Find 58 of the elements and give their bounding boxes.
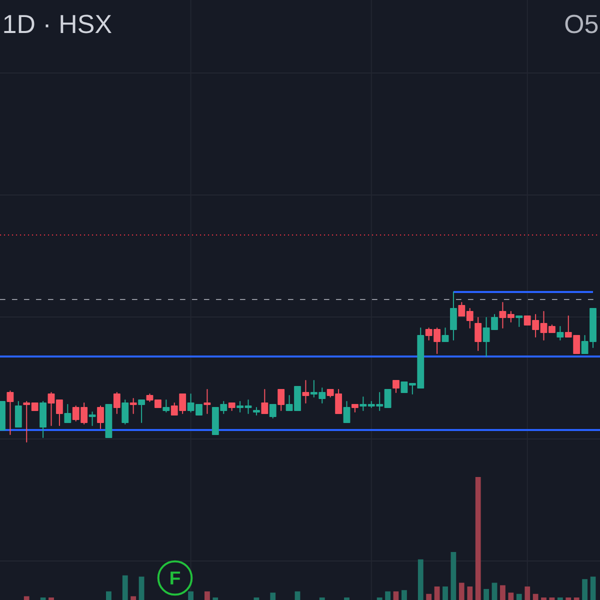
bar [270, 592, 276, 600]
bar [294, 591, 300, 600]
candlestick [88, 411, 96, 426]
annotation: F [170, 572, 180, 584]
candlestick [64, 404, 72, 423]
bar [484, 588, 490, 600]
candlestick [278, 388, 285, 411]
candlestick [269, 404, 276, 418]
candlestick [352, 404, 358, 412]
candlestick [228, 402, 236, 411]
candlestick [138, 400, 145, 423]
bar [204, 591, 210, 600]
candlestick [113, 392, 120, 414]
candlestick [302, 380, 310, 404]
candlestick [516, 315, 523, 327]
bar [188, 591, 194, 600]
bar [393, 591, 399, 600]
bar [590, 576, 596, 600]
bar [467, 586, 473, 600]
candlestick [556, 326, 564, 340]
candlestick [204, 388, 211, 414]
candlestick [122, 400, 129, 424]
bar [138, 576, 144, 600]
candlestick [442, 327, 449, 342]
bar [385, 591, 391, 600]
bar [492, 582, 498, 600]
candlestick [392, 380, 400, 393]
bar [426, 594, 432, 600]
bar [442, 586, 448, 600]
candlestick [474, 317, 482, 351]
candlestick [105, 404, 112, 438]
bar [532, 594, 538, 600]
candlestick [40, 401, 46, 438]
candlestick [450, 291, 457, 340]
bar [402, 590, 407, 600]
candlestick [130, 398, 137, 414]
bar [122, 575, 128, 600]
bar [434, 586, 440, 600]
bar [458, 582, 464, 600]
text: O5 [565, 14, 598, 34]
bar [418, 559, 424, 600]
candlestick [14, 401, 22, 428]
bar [450, 552, 456, 600]
candlestick [6, 390, 14, 435]
candlestick [162, 400, 170, 412]
bar [475, 477, 481, 600]
bar [130, 596, 136, 600]
candlestick [261, 388, 268, 414]
bar [582, 579, 588, 600]
bar [516, 594, 522, 600]
bar [106, 591, 112, 600]
bar [524, 586, 530, 600]
candlestick [343, 401, 350, 423]
candlestick [253, 406, 260, 416]
candlestick [97, 405, 104, 429]
chart-title: 1D · HSX [4, 14, 112, 34]
bar [508, 592, 514, 600]
bar [500, 585, 506, 600]
